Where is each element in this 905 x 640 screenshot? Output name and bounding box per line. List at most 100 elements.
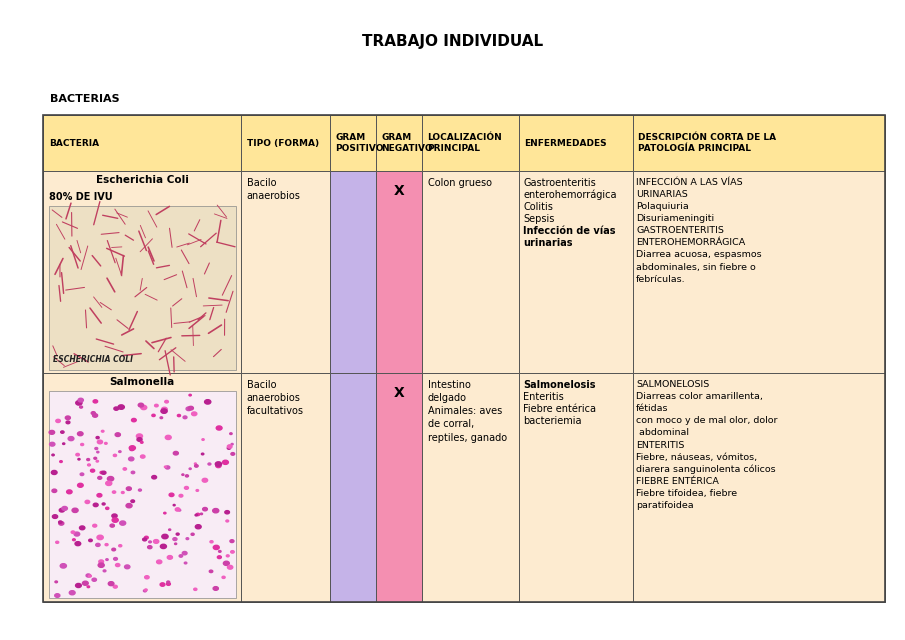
Circle shape xyxy=(123,468,127,470)
Text: DESCRIPCIÓN CORTA DE LA
PATOLOGÍA PRINCIPAL: DESCRIPCIÓN CORTA DE LA PATOLOGÍA PRINCI… xyxy=(638,133,776,153)
Circle shape xyxy=(92,578,97,581)
Bar xyxy=(49,392,236,598)
Circle shape xyxy=(80,406,82,408)
Circle shape xyxy=(162,407,167,412)
Circle shape xyxy=(155,404,158,407)
Circle shape xyxy=(101,471,106,474)
Bar xyxy=(519,115,633,171)
Circle shape xyxy=(189,468,191,470)
Circle shape xyxy=(165,401,168,403)
Text: abdominales, sin fiebre o: abdominales, sin fiebre o xyxy=(636,262,756,271)
Circle shape xyxy=(96,460,99,462)
Circle shape xyxy=(176,508,180,511)
Circle shape xyxy=(137,434,142,438)
Circle shape xyxy=(70,591,75,595)
Circle shape xyxy=(162,534,168,539)
Text: GRAM
NEGATIVO: GRAM NEGATIVO xyxy=(381,133,433,153)
Circle shape xyxy=(202,453,204,455)
Circle shape xyxy=(138,489,141,491)
Circle shape xyxy=(196,490,198,492)
Circle shape xyxy=(182,552,187,555)
Circle shape xyxy=(213,587,218,590)
Circle shape xyxy=(230,540,234,543)
Circle shape xyxy=(78,432,83,436)
Circle shape xyxy=(101,430,104,432)
Circle shape xyxy=(185,486,188,490)
Circle shape xyxy=(202,478,207,482)
Text: Fiebre entérica: Fiebre entérica xyxy=(523,404,596,414)
Circle shape xyxy=(56,419,61,422)
Circle shape xyxy=(186,538,189,540)
Circle shape xyxy=(186,407,191,411)
Bar xyxy=(519,171,633,374)
Circle shape xyxy=(98,563,104,567)
Circle shape xyxy=(100,471,103,474)
Circle shape xyxy=(152,476,157,479)
Circle shape xyxy=(94,458,97,460)
Circle shape xyxy=(231,550,234,553)
Text: SALMONELOSIS: SALMONELOSIS xyxy=(636,380,710,389)
Circle shape xyxy=(129,447,134,451)
Circle shape xyxy=(175,543,176,545)
Bar xyxy=(43,171,242,374)
Circle shape xyxy=(189,394,191,396)
Circle shape xyxy=(49,431,54,435)
Text: bacteriemia: bacteriemia xyxy=(523,417,582,426)
Circle shape xyxy=(208,463,211,465)
Circle shape xyxy=(72,539,75,541)
Bar xyxy=(422,115,519,171)
Bar xyxy=(633,374,885,602)
Circle shape xyxy=(131,419,137,422)
Circle shape xyxy=(109,582,114,586)
Text: TRABAJO INDIVIDUAL: TRABAJO INDIVIDUAL xyxy=(362,34,543,49)
Circle shape xyxy=(160,544,167,548)
Text: Infección de vías: Infección de vías xyxy=(523,226,616,236)
Text: ENTEROHEMORRÁGICA: ENTEROHEMORRÁGICA xyxy=(636,238,746,247)
Text: ENFERMEDADES: ENFERMEDADES xyxy=(524,139,607,148)
Text: X: X xyxy=(394,184,405,198)
Circle shape xyxy=(55,594,60,597)
Circle shape xyxy=(164,512,166,514)
Circle shape xyxy=(195,465,198,467)
Circle shape xyxy=(174,451,178,455)
Bar xyxy=(242,171,329,374)
Circle shape xyxy=(157,560,162,564)
Text: Polaquiuria: Polaquiuria xyxy=(636,202,689,211)
Text: Bacilo
anaerobios: Bacilo anaerobios xyxy=(247,177,300,201)
Circle shape xyxy=(183,416,187,419)
Circle shape xyxy=(114,407,119,410)
Circle shape xyxy=(92,413,98,417)
Circle shape xyxy=(55,581,57,583)
Circle shape xyxy=(119,545,122,547)
Circle shape xyxy=(222,576,225,579)
Circle shape xyxy=(194,588,197,591)
Circle shape xyxy=(85,500,90,504)
Circle shape xyxy=(227,447,231,449)
Circle shape xyxy=(72,508,78,513)
Circle shape xyxy=(196,513,200,516)
Bar xyxy=(43,115,885,602)
Circle shape xyxy=(62,443,65,444)
Text: TIPO (FORMA): TIPO (FORMA) xyxy=(247,139,319,148)
Circle shape xyxy=(115,433,120,436)
Circle shape xyxy=(52,454,54,456)
Bar xyxy=(519,374,633,602)
Circle shape xyxy=(52,489,57,492)
Circle shape xyxy=(200,513,203,515)
Circle shape xyxy=(160,583,165,586)
Circle shape xyxy=(78,483,83,487)
Text: diarera sanguinolenta cólicos: diarera sanguinolenta cólicos xyxy=(636,465,776,474)
Bar xyxy=(329,115,376,171)
Circle shape xyxy=(87,458,90,461)
Circle shape xyxy=(86,574,90,577)
Bar xyxy=(43,115,242,171)
Circle shape xyxy=(67,490,72,493)
Text: LOCALIZACIÓN
PRINCIPAL: LOCALIZACIÓN PRINCIPAL xyxy=(427,133,502,153)
Circle shape xyxy=(99,560,103,563)
Circle shape xyxy=(112,548,116,551)
Circle shape xyxy=(137,438,142,442)
Text: Diarreas color amarillenta,: Diarreas color amarillenta, xyxy=(636,392,763,401)
Circle shape xyxy=(76,453,80,456)
Circle shape xyxy=(98,440,102,444)
Circle shape xyxy=(59,521,62,524)
